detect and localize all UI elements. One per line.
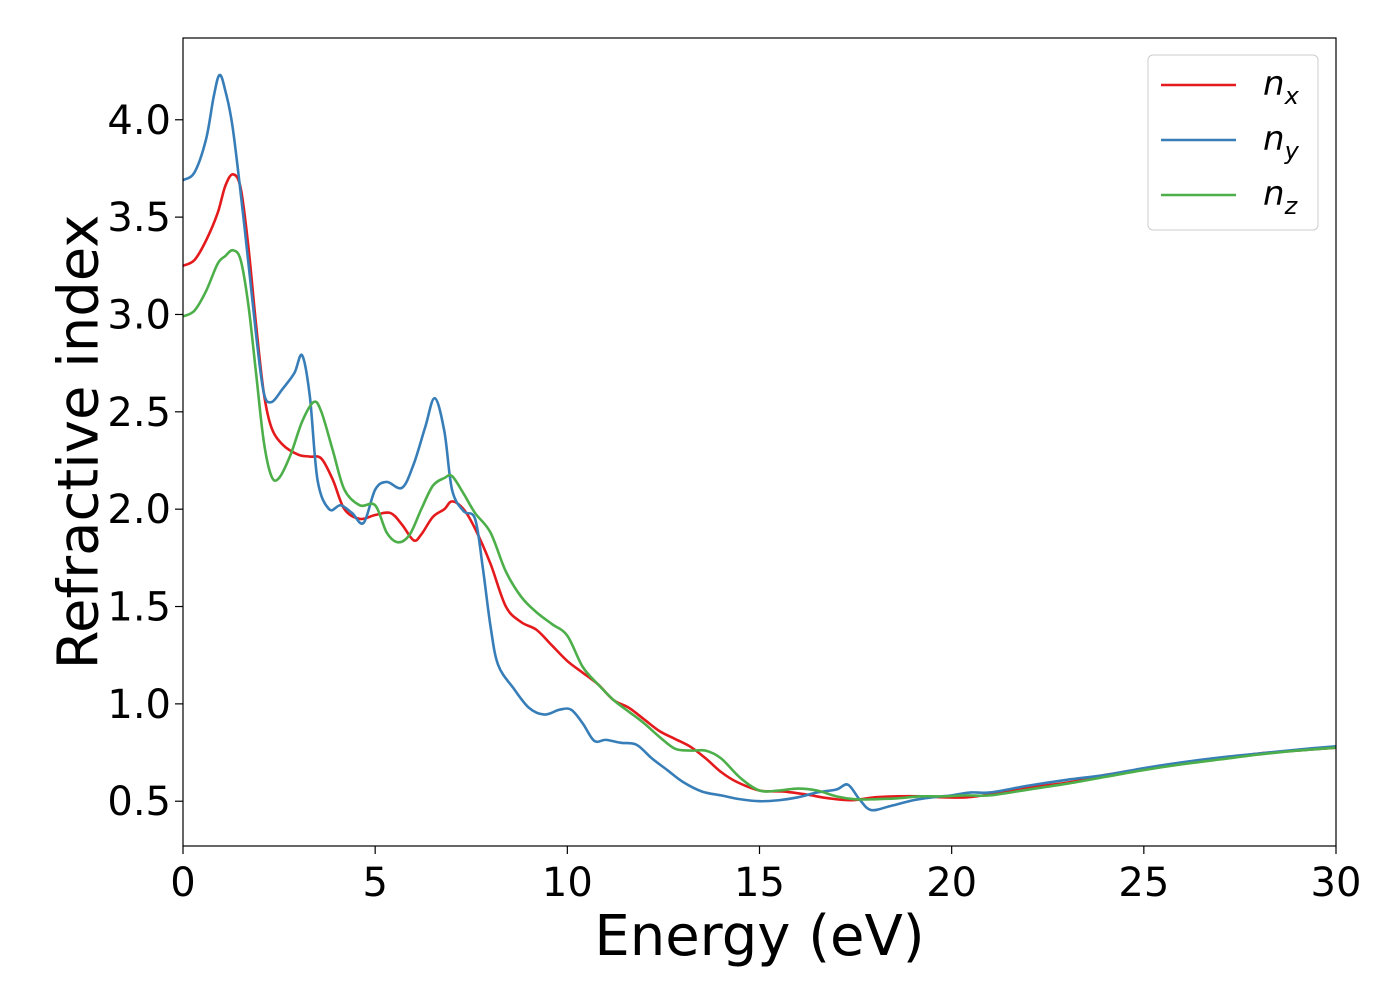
legend-label-subscript: z: [1284, 192, 1299, 220]
y-tick-label: 3.5: [107, 195, 171, 241]
x-tick-label: 25: [1118, 860, 1169, 906]
y-tick-label: 1.5: [107, 585, 171, 631]
y-tick-label: 0.5: [107, 779, 171, 825]
legend-box: [1147, 54, 1319, 231]
legend-label-y: ny: [1263, 119, 1300, 165]
legend-label-base: n: [1263, 174, 1285, 214]
x-tick-label: 10: [542, 860, 593, 906]
legend-label-x: nx: [1263, 64, 1300, 110]
x-tick-label: 5: [362, 860, 387, 906]
y-tick-label: 1.0: [107, 682, 171, 728]
x-tick-label: 20: [926, 860, 977, 906]
y-axis-ticks: 0.5 1.0 1.5 2.0 2.5 3.0 3.5 4.0: [107, 98, 183, 825]
legend-label-z: nz: [1263, 174, 1299, 220]
x-tick-label: 15: [734, 860, 785, 906]
y-tick-label: 2.0: [107, 487, 171, 533]
series-line-z: [183, 248, 1336, 801]
x-tick-label: 30: [1311, 860, 1362, 906]
legend-label-subscript: y: [1284, 137, 1300, 165]
series-line-x: [183, 172, 1336, 802]
legend-label-base: n: [1263, 64, 1285, 104]
series-layer: [183, 73, 1336, 812]
y-tick-label: 2.5: [107, 390, 171, 436]
x-axis-title: Energy (eV): [594, 904, 924, 969]
y-axis-title: Refractive index: [47, 215, 112, 670]
y-tick-label: 4.0: [107, 98, 171, 144]
legend-label-subscript: x: [1284, 82, 1300, 110]
y-tick-label: 3.0: [107, 292, 171, 338]
x-axis-ticks: 0 5 10 15 20 25 30: [170, 846, 1361, 906]
legend-label-base: n: [1263, 119, 1285, 159]
x-tick-label: 0: [170, 860, 195, 906]
